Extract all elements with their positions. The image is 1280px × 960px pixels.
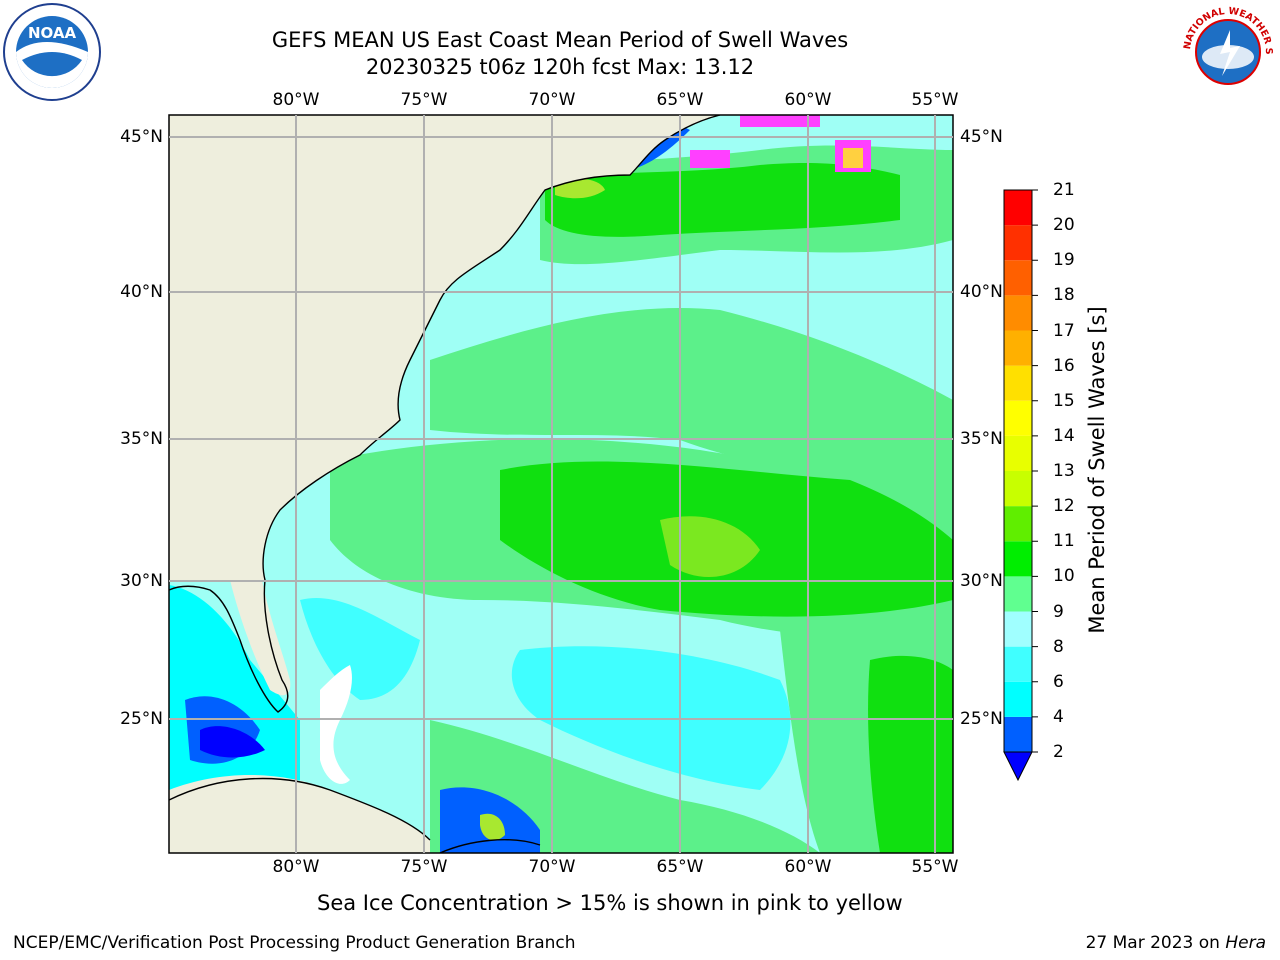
- colorbar-swatch: [1004, 330, 1032, 366]
- lon-tick-top: 70°W: [528, 90, 576, 110]
- map-frame: [168, 114, 954, 854]
- colorbar-swatch: [1004, 260, 1032, 296]
- swell-field: [430, 308, 953, 474]
- lon-tick-top: 75°W: [400, 90, 448, 110]
- lat-tick-right: 45°N: [960, 127, 1003, 147]
- swell-field: [545, 163, 900, 237]
- bahamas-bank: [320, 665, 352, 784]
- lon-tick-top: 80°W: [272, 90, 320, 110]
- colorbar-tick-label: 12: [1053, 496, 1075, 517]
- noaa-logo-text: NOAA: [28, 24, 77, 42]
- hispaniola-coastline: [439, 839, 541, 853]
- lat-tick-right: 25°N: [960, 709, 1003, 729]
- colorbar-tick-label: 20: [1053, 215, 1075, 236]
- lon-tick-bottom: 55°W: [911, 857, 959, 877]
- lon-tick-bottom: 80°W: [272, 857, 320, 877]
- colorbar-tick-label: 14: [1053, 425, 1075, 446]
- lon-tick-bottom: 75°W: [400, 857, 448, 877]
- footer-date-text: 27 Mar 2023 on: [1085, 933, 1226, 953]
- florida-land: [169, 580, 291, 696]
- colorbar-tick-label: 13: [1053, 461, 1075, 481]
- colorbar-tick-label: 6: [1053, 671, 1064, 692]
- lat-tick-right: 30°N: [960, 571, 1003, 591]
- colorbar-label: Mean Period of Swell Waves [s]: [1085, 306, 1109, 634]
- lon-tick-bottom: 65°W: [656, 857, 704, 877]
- colorbar-swatch: [1004, 400, 1032, 436]
- chart-subtitle: 20230325 t06z 120h fcst Max: 13.12: [365, 55, 755, 79]
- colorbar-swatch: [1004, 225, 1032, 261]
- colorbar-swatch: [1004, 541, 1032, 577]
- colorbar-tick-label: 8: [1053, 636, 1064, 657]
- colorbar-extend-arrow: [1003, 751, 1033, 782]
- colorbar-swatch: [1004, 576, 1032, 612]
- graticule: [169, 115, 953, 853]
- colorbar-tick-label: 16: [1053, 355, 1075, 376]
- sea-ice: [690, 150, 730, 168]
- colorbar-tick-label: 9: [1053, 601, 1064, 622]
- lat-tick-left: 45°N: [120, 127, 163, 147]
- lat-tick-left: 40°N: [120, 282, 163, 302]
- sea-ice-note: Sea Ice Concentration > 15% is shown in …: [317, 891, 903, 915]
- lon-tick-bottom: 60°W: [784, 857, 832, 877]
- gulf-waters: [200, 726, 265, 758]
- colorbar-tick-label: 11: [1053, 531, 1075, 552]
- colorbar-swatch: [1004, 471, 1032, 507]
- colorbar-swatch: [1004, 365, 1032, 401]
- footer-date: 27 Mar 2023 on Hera: [1086, 933, 1266, 953]
- caribbean-waters: [480, 813, 505, 841]
- colorbar: [1003, 189, 1038, 782]
- lon-tick-top: 55°W: [911, 90, 959, 110]
- colorbar-swatch: [1004, 646, 1032, 682]
- lat-tick-left: 35°N: [120, 429, 163, 449]
- colorbar-tick-label: 17: [1053, 320, 1075, 341]
- lat-tick-right: 40°N: [960, 282, 1003, 302]
- colorbar-tick-label: 2: [1053, 742, 1064, 762]
- colorbar-swatch: [1004, 295, 1032, 331]
- lat-tick-left: 30°N: [120, 571, 163, 591]
- noaa-logo: NOAA: [3, 3, 101, 101]
- colorbar-swatch: [1004, 611, 1032, 647]
- swell-field: [300, 598, 420, 700]
- cuba-land: [169, 775, 430, 853]
- colorbar-tick-label: 15: [1053, 390, 1075, 411]
- colorbar-tick-label: 10: [1053, 566, 1075, 587]
- colorbar-swatch: [1004, 681, 1032, 717]
- swell-field: [868, 655, 953, 853]
- colorbar-swatch: [1004, 716, 1032, 752]
- colorbar-swatch: [1004, 506, 1032, 542]
- lat-tick-left: 25°N: [120, 709, 163, 729]
- swell-field: [555, 178, 605, 199]
- colorbar-tick-label: 4: [1053, 706, 1064, 727]
- colorbar-tick-label: 19: [1053, 250, 1075, 271]
- colorbar-swatch: [1004, 190, 1032, 226]
- lat-tick-right: 35°N: [960, 429, 1003, 449]
- cuba-coastline: [169, 777, 431, 841]
- north-america-land: [169, 115, 720, 580]
- footer-credit: NCEP/EMC/Verification Post Processing Pr…: [13, 933, 576, 953]
- colorbar-tick-label: 21: [1053, 180, 1075, 200]
- swell-field: [660, 516, 760, 577]
- lon-tick-bottom: 70°W: [528, 857, 576, 877]
- colorbar-tick-label: 18: [1053, 285, 1075, 306]
- lon-tick-top: 65°W: [656, 90, 704, 110]
- sea-ice: [740, 115, 820, 127]
- footer-machine: Hera: [1225, 933, 1266, 953]
- lon-tick-top: 60°W: [784, 90, 832, 110]
- nws-logo: NATIONAL WEATHER SERVICE: [1178, 2, 1276, 100]
- coastline: [169, 115, 721, 713]
- chart-title: GEFS MEAN US East Coast Mean Period of S…: [271, 28, 849, 52]
- sea-ice: [843, 148, 863, 168]
- colorbar-swatch: [1004, 435, 1032, 471]
